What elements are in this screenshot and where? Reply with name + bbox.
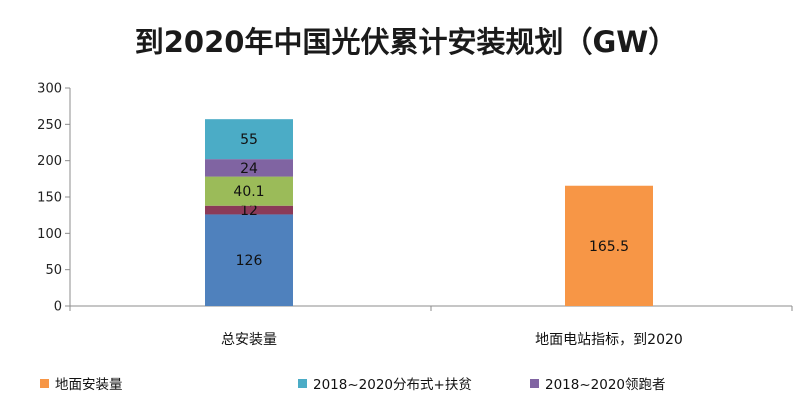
data-label: 40.1 (233, 184, 264, 200)
legend-swatch (298, 379, 307, 388)
y-tick-label: 50 (45, 263, 62, 278)
legend-label: 地面安装量 (55, 377, 123, 393)
y-tick-label: 100 (37, 227, 62, 242)
data-label: 12 (240, 203, 258, 219)
chart-title: 到2020年中国光伏累计安装规划（GW） (135, 25, 678, 59)
bar-segment (205, 119, 293, 160)
y-tick-label: 150 (37, 191, 62, 206)
data-label: 165.5 (589, 239, 629, 255)
legend-label: 2018~2020分布式+扶贫 (313, 377, 472, 393)
y-tick-label: 250 (37, 118, 62, 133)
category-label: 地面电站指标，到2020 (535, 332, 683, 348)
bar-segment (205, 159, 293, 177)
category-label: 总安装量 (221, 332, 277, 348)
bar-segment (565, 185, 653, 306)
bar-segment (205, 214, 293, 306)
bar-segment (205, 176, 293, 206)
y-tick-label: 300 (37, 82, 62, 97)
y-tick-label: 200 (37, 154, 62, 169)
legend-swatch (530, 379, 539, 388)
y-tick-label: 0 (54, 300, 62, 315)
legend-swatch (40, 379, 49, 388)
data-label: 55 (240, 132, 258, 148)
legend: 地面安装量 2018~2020分布式+扶贫 2018~2020领跑者 (40, 377, 666, 393)
data-label: 126 (236, 253, 263, 269)
data-label: 24 (240, 161, 258, 177)
legend-label: 2018~2020领跑者 (545, 377, 666, 393)
bar-segment (205, 205, 293, 215)
plot-area: 0 50 100 150 200 250 300 总安装量 地面电站指标，到2020 126 12 4… (37, 82, 793, 348)
